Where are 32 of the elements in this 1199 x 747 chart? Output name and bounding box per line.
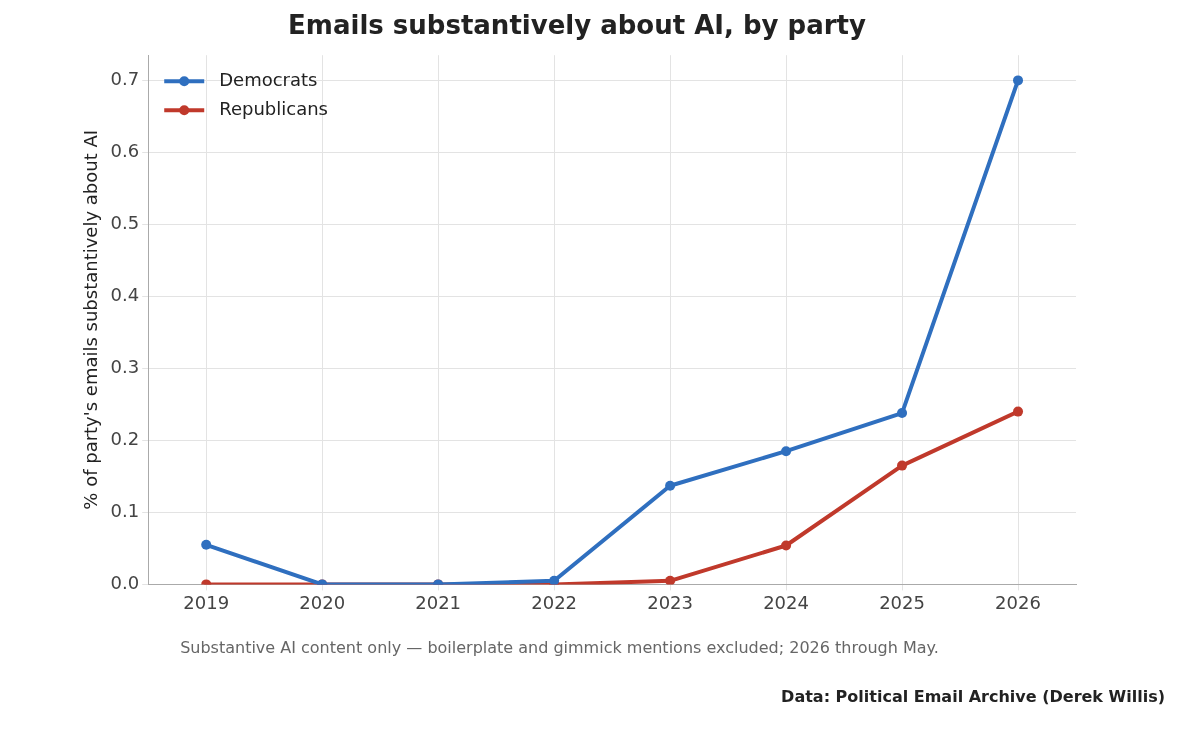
y-tick-label: 0.6 bbox=[110, 140, 140, 162]
point bbox=[1013, 406, 1024, 417]
text: Data: Political Email Archive (Derek Willis) bbox=[780, 687, 1166, 706]
x-tick-label: 2020 bbox=[299, 591, 346, 613]
x-tick-label: 2022 bbox=[531, 591, 578, 613]
point bbox=[665, 480, 676, 491]
point bbox=[781, 540, 792, 551]
x-tick-label: 2025 bbox=[879, 591, 925, 613]
y-tick-label: 0.2 bbox=[110, 428, 140, 450]
x-tick-label: 2026 bbox=[995, 591, 1041, 613]
point bbox=[1013, 75, 1024, 86]
point bbox=[897, 408, 908, 419]
text: Substantive AI content only — boilerplate and gimmick mentions excluded; 2026 through May. bbox=[179, 638, 940, 657]
point bbox=[549, 575, 560, 585]
point bbox=[665, 575, 676, 585]
y-tick-label: 0.1 bbox=[110, 500, 140, 522]
legend-label: Republicans bbox=[219, 97, 328, 119]
y-tick-label: 0.5 bbox=[110, 212, 140, 234]
point bbox=[897, 460, 908, 471]
y-axis-title: % of party's emails substantively about AI bbox=[80, 129, 102, 510]
y-tick-label: 0.3 bbox=[110, 356, 140, 378]
legend-label: Democrats bbox=[219, 68, 318, 90]
x-tick-label: 2023 bbox=[647, 591, 694, 613]
point bbox=[781, 446, 792, 457]
x-tick-label: 2021 bbox=[415, 591, 462, 613]
y-tick-label: 0.0 bbox=[110, 572, 140, 594]
chart-title: Emails substantively about AI, by party bbox=[288, 10, 866, 41]
y-tick-label: 0.7 bbox=[110, 68, 140, 90]
x-tick-label: 2019 bbox=[183, 591, 230, 613]
x-tick-label: 2024 bbox=[763, 591, 809, 613]
y-tick-label: 0.4 bbox=[110, 284, 140, 306]
point bbox=[201, 539, 212, 550]
